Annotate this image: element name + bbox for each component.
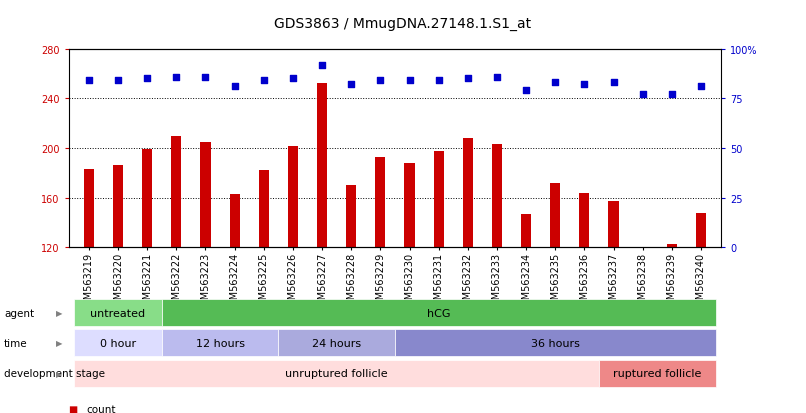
Point [82,78,95,85]
Point [199,74,212,81]
Text: ▶: ▶ [56,369,62,377]
Point [316,62,329,69]
Text: ▶: ▶ [56,309,62,317]
Bar [463,139,473,248]
Bar [317,84,327,248]
Point [636,92,649,98]
Text: agent: agent [4,308,34,318]
Point [461,76,474,83]
Point [374,78,387,85]
Bar [113,166,123,248]
Text: development stage: development stage [4,368,105,378]
Text: hCG: hCG [427,308,451,318]
Point [286,76,299,83]
Bar [550,183,560,248]
Bar [346,186,356,248]
Point [111,78,124,85]
Bar [609,202,619,248]
Bar [405,164,414,248]
Bar [84,170,94,248]
Text: ▶: ▶ [56,339,62,347]
Bar [667,244,677,248]
Bar [434,151,444,248]
Text: 0 hour: 0 hour [100,338,136,348]
Bar [142,150,152,248]
Text: 36 hours: 36 hours [531,338,580,348]
Text: GDS3863 / MmugDNA.27148.1.S1_at: GDS3863 / MmugDNA.27148.1.S1_at [274,17,532,31]
Text: 24 hours: 24 hours [312,338,361,348]
Point [520,88,533,95]
Point [491,74,504,81]
Point [695,84,708,90]
Bar [230,195,239,248]
Point [257,78,270,85]
Text: ruptured follicle: ruptured follicle [613,368,701,378]
Point [432,78,445,85]
Point [403,78,416,85]
Bar [696,213,706,248]
Text: unruptured follicle: unruptured follicle [285,368,388,378]
Bar [521,214,531,248]
Bar [259,171,269,248]
Bar [201,142,210,248]
Point [345,82,358,88]
Bar [171,136,181,248]
Bar [376,157,385,248]
Point [170,74,183,81]
Point [607,80,620,87]
Text: 12 hours: 12 hours [196,338,244,348]
Bar [288,146,298,248]
Point [549,80,562,87]
Point [666,92,679,98]
Text: untreated: untreated [90,308,146,318]
Bar [580,193,589,248]
Point [578,82,591,88]
Point [228,84,241,90]
Text: ■: ■ [69,404,77,413]
Bar [492,145,502,248]
Point [141,76,154,83]
Bar [638,248,648,252]
Text: time: time [4,338,27,348]
Text: count: count [86,404,116,413]
